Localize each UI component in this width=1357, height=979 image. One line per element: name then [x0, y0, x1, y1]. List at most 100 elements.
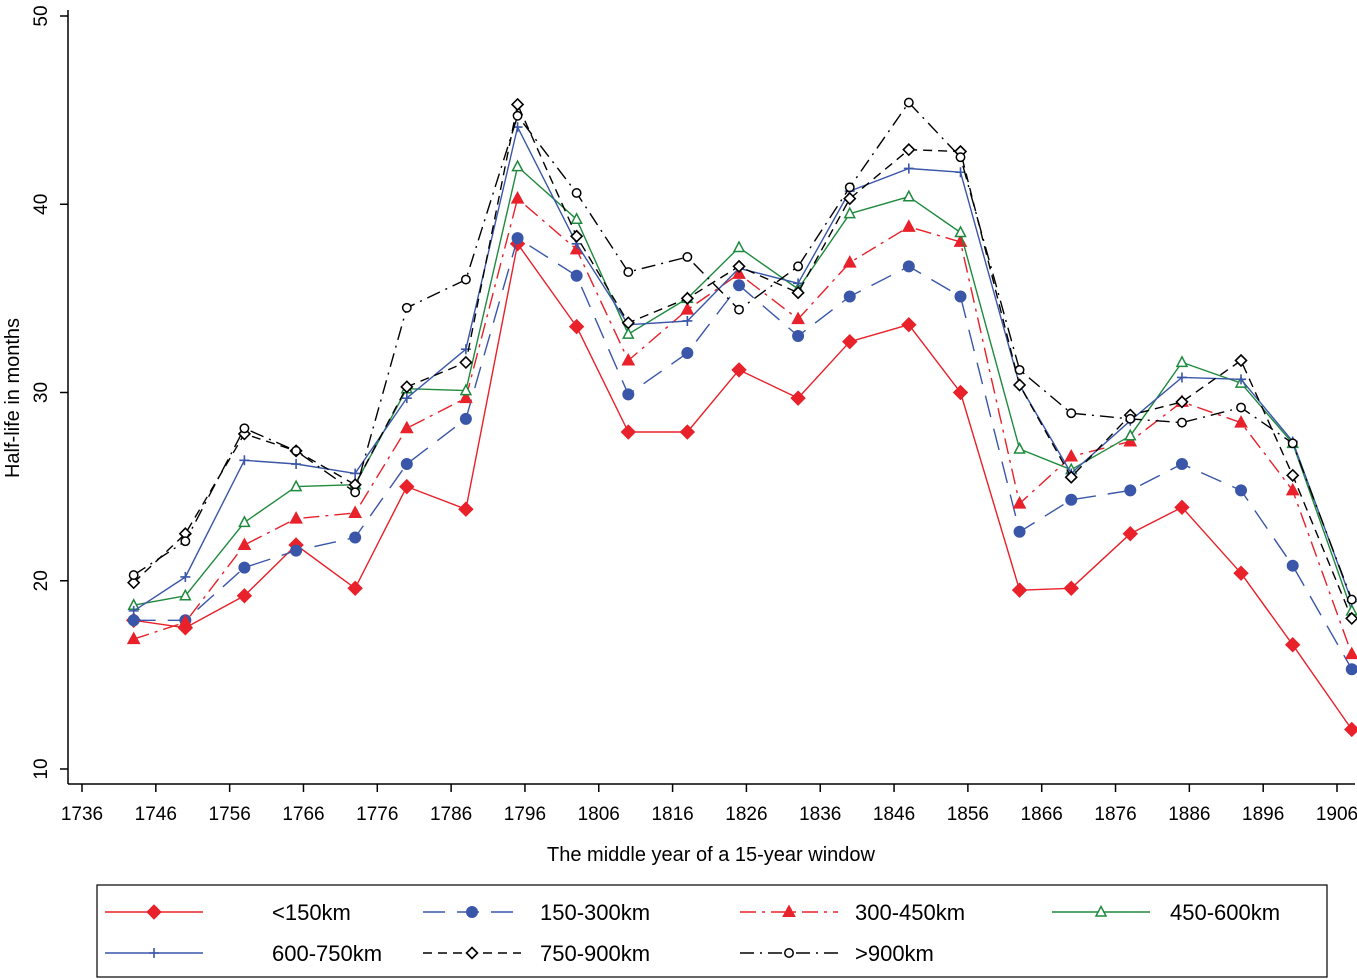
data-point	[1177, 417, 1187, 428]
data-point	[458, 501, 474, 517]
data-point	[901, 317, 917, 333]
data-point	[902, 260, 915, 273]
data-point	[237, 537, 252, 550]
legend-marker	[784, 948, 794, 958]
x-tick-label: 1806	[578, 804, 620, 825]
data-point	[622, 327, 635, 339]
x-ticks: 1736 1746 1756 1766 1776 1786 1796 1806 1816 1826…	[61, 784, 1357, 825]
data-point	[1013, 441, 1026, 454]
data-point	[902, 143, 916, 157]
y-tick-label: 50	[31, 5, 52, 26]
x-tick-label: 1866	[1021, 804, 1063, 825]
data-point	[571, 188, 582, 198]
data-point	[955, 152, 966, 163]
data-point	[1344, 646, 1357, 660]
legend-item: 450-600km	[1052, 900, 1280, 925]
legend-item: 300-450km	[740, 900, 965, 925]
data-point	[238, 515, 251, 528]
legend-label: 750-900km	[540, 941, 650, 966]
data-point	[902, 189, 916, 202]
data-point	[954, 225, 967, 238]
series-4	[127, 159, 1357, 616]
data-point	[291, 445, 302, 456]
data-point	[844, 182, 855, 193]
data-point	[459, 390, 473, 404]
data-point	[903, 97, 914, 108]
data-point	[952, 384, 969, 401]
legend-label: 600-750km	[272, 941, 382, 966]
data-point	[903, 163, 914, 174]
data-point	[734, 304, 744, 315]
x-tick-label: 1826	[725, 804, 767, 825]
legend-label: 450-600km	[1170, 900, 1280, 925]
y-tick-label: 30	[31, 382, 52, 403]
data-point	[791, 286, 805, 300]
data-point	[350, 487, 361, 498]
data-point	[570, 212, 583, 225]
data-point	[680, 291, 694, 306]
data-point	[843, 206, 857, 219]
data-point	[843, 191, 857, 206]
data-point	[1286, 468, 1300, 482]
data-point	[792, 330, 805, 343]
data-point	[239, 455, 250, 466]
data-point	[955, 167, 966, 178]
y-tick-label: 20	[31, 570, 52, 591]
data-point	[1234, 415, 1248, 428]
data-point	[733, 279, 746, 292]
data-point	[732, 259, 746, 274]
x-tick-label: 1756	[209, 804, 251, 825]
data-point	[1012, 496, 1027, 509]
series-6	[127, 97, 1357, 626]
data-point	[239, 423, 250, 434]
x-tick-label: 1876	[1094, 804, 1136, 825]
x-tick-label: 1776	[356, 804, 398, 825]
data-point	[1063, 580, 1079, 596]
data-point	[349, 531, 362, 544]
data-point	[1014, 364, 1025, 375]
data-point	[348, 505, 362, 518]
data-point	[622, 388, 635, 401]
data-point	[842, 255, 857, 268]
legend-label: 150-300km	[540, 900, 650, 925]
series-line	[133, 101, 1353, 600]
data-point	[459, 383, 473, 396]
legend-item: <150km	[105, 900, 351, 925]
legend-label: 300-450km	[855, 900, 965, 925]
data-point	[1125, 413, 1136, 424]
data-point	[680, 302, 695, 315]
data-point	[128, 570, 139, 581]
data-point	[1122, 525, 1139, 542]
data-point	[1174, 499, 1190, 516]
data-point	[289, 511, 303, 524]
legend-marker	[466, 906, 478, 918]
data-point	[1236, 402, 1246, 413]
data-point	[1284, 637, 1301, 653]
data-point	[180, 536, 191, 547]
data-point	[1345, 663, 1357, 676]
data-point	[178, 614, 193, 628]
legend-marker	[149, 948, 159, 958]
x-tick-label: 1816	[651, 804, 693, 825]
data-point	[512, 110, 523, 121]
series-line	[133, 197, 1353, 655]
data-point	[621, 316, 635, 330]
data-point	[180, 571, 191, 582]
data-point	[681, 346, 694, 359]
legend-item: >900km	[740, 941, 934, 966]
series-line	[133, 243, 1353, 730]
data-point	[1175, 458, 1188, 471]
data-point	[291, 459, 302, 470]
legend-marker	[1094, 904, 1108, 917]
legend-marker	[146, 904, 162, 920]
data-point	[510, 97, 525, 112]
data-point	[1065, 493, 1078, 506]
data-point	[1013, 525, 1026, 538]
data-point	[682, 315, 693, 326]
data-point	[568, 318, 585, 335]
x-axis-title: The middle year of a 15-year window	[547, 844, 875, 866]
data-point	[400, 380, 414, 394]
x-tick-label: 1736	[61, 804, 103, 825]
x-tick-label: 1786	[430, 804, 472, 825]
